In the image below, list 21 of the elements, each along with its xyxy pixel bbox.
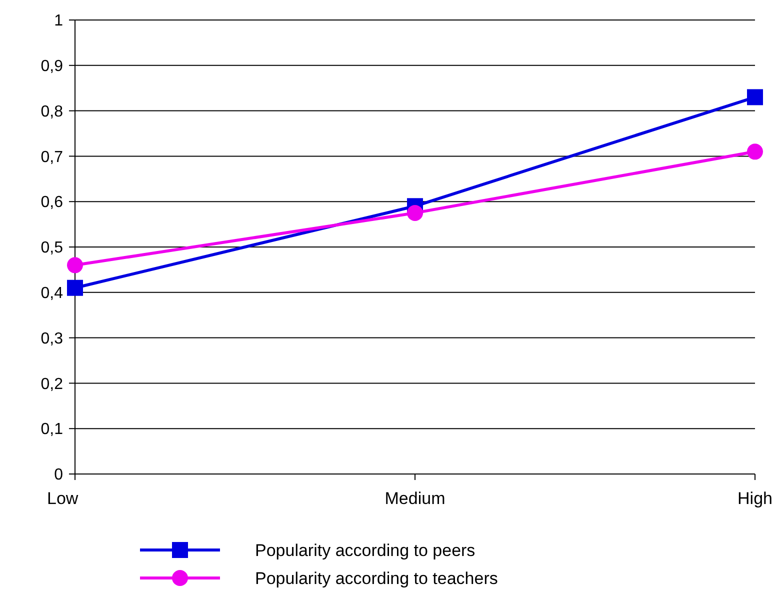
point [407, 204, 423, 221]
y-tick-label: 0,9 [40, 58, 64, 75]
legend-label: Popularity according to teachers [255, 568, 498, 588]
y-tick-label: 0,7 [40, 148, 64, 166]
point [747, 144, 763, 160]
y-tick-label: 0 [54, 466, 64, 484]
point [67, 257, 83, 274]
y-tick-label: 0,5 [40, 240, 64, 257]
y-tick-label: 1 [54, 12, 64, 30]
x-tick-label: Low [47, 489, 79, 508]
point [67, 280, 83, 296]
y-tick-label: 0,4 [40, 285, 64, 302]
x-tick-label: High [738, 489, 772, 508]
legend-label: Popularity according to peers [255, 540, 476, 560]
point [747, 89, 763, 106]
y-tick-label: 0,8 [40, 103, 64, 120]
y-tick-label: 0,2 [40, 376, 64, 393]
y-tick-label: 0,6 [40, 194, 64, 212]
y-tick-label: 0,1 [40, 421, 64, 438]
x-tick-label: Medium [384, 489, 446, 508]
y-tick-label: 0,3 [40, 330, 64, 348]
